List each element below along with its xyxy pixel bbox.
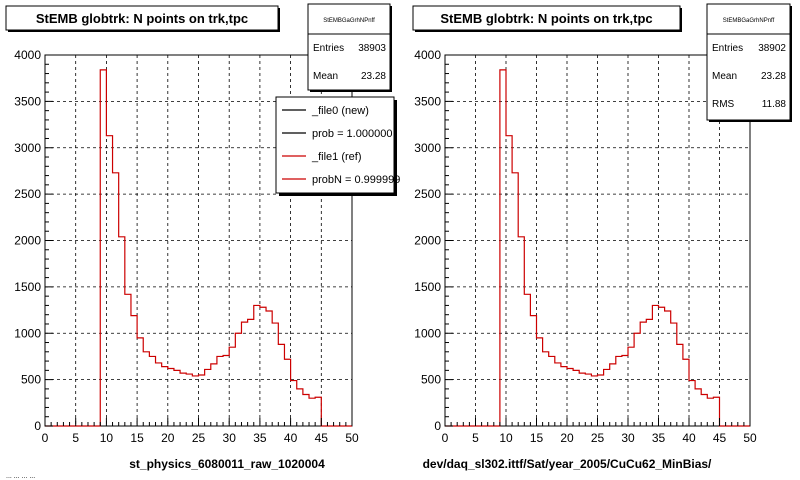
y-tick-label: 0 — [34, 419, 41, 433]
y-tick-label: 1500 — [414, 280, 441, 294]
legend-label: _file0 (new) — [311, 105, 369, 117]
x-tick-label: 15 — [530, 431, 544, 445]
x-tick-label: 0 — [42, 431, 49, 445]
x-axis-label: dev/daq_sl302.ittf/Sat/year_2005/CuCu62_… — [423, 457, 712, 471]
x-tick-label: 25 — [591, 431, 605, 445]
legend-label: probN = 0.999999 — [312, 174, 400, 186]
histogram-series-line — [445, 69, 750, 427]
chart-title: StEMB globtrk: N points on trk,tpc — [440, 11, 652, 26]
y-tick-label: 500 — [21, 373, 41, 387]
x-tick-label: 40 — [682, 431, 696, 445]
stats-name: StEMBGaGrhNPnff — [723, 18, 775, 24]
x-tick-label: 5 — [72, 431, 79, 445]
y-tick-label: 2000 — [414, 234, 441, 248]
x-tick-label: 30 — [223, 431, 237, 445]
x-axis-label: st_physics_6080011_raw_1020004 — [129, 457, 325, 471]
stats-label: Entries — [712, 43, 743, 54]
y-tick-label: 1000 — [14, 326, 41, 340]
y-axis: 0 500 1000 1500 2000 2500 3000 3500 4000 — [414, 48, 453, 433]
y-tick-label: 0 — [434, 419, 441, 433]
title-box — [412, 5, 681, 31]
y-tick-label: 3000 — [14, 141, 41, 155]
stats-label: Mean — [313, 71, 338, 82]
stats-name: StEMBGaGrhNPnff — [323, 18, 375, 24]
stats-value: 38903 — [358, 43, 386, 54]
stats-label: RMS — [712, 99, 735, 110]
y-tick-label: 2500 — [14, 187, 41, 201]
x-tick-label: 10 — [499, 431, 513, 445]
x-tick-label: 15 — [130, 431, 144, 445]
stats-value: 23.28 — [761, 71, 786, 82]
y-tick-label: 2500 — [414, 187, 441, 201]
x-tick-label: 50 — [345, 431, 359, 445]
x-tick-label: 50 — [743, 431, 757, 445]
legend-label: prob = 1.000000 — [312, 128, 392, 140]
x-tick-label: 45 — [315, 431, 329, 445]
x-tick-label: 45 — [713, 431, 727, 445]
left-histogram-panel: 0 5 10 15 20 25 30 35 40 45 5005001000150020002500… — [5, 3, 400, 471]
y-tick-label: 2000 — [14, 234, 41, 248]
legend: _file0 (new) prob = 1.000000 _file1 (ref) p… — [275, 96, 400, 196]
y-tick-label: 1500 — [14, 280, 41, 294]
legend-box — [275, 96, 395, 194]
title-box — [5, 5, 279, 31]
stats-label: Entries — [313, 43, 344, 54]
y-tick-label: 4000 — [414, 48, 441, 62]
right-histogram-panel: 0 5 10 15 20 25 30 35 40 45 5005001000150020002500… — [412, 3, 792, 471]
x-axis: 0 5 10 15 20 25 30 35 40 45 50 — [442, 418, 757, 445]
x-tick-label: 20 — [161, 431, 175, 445]
x-tick-label: 20 — [560, 431, 574, 445]
stats-value: 23.28 — [361, 71, 386, 82]
y-tick-label: 4000 — [14, 48, 41, 62]
x-tick-label: 35 — [652, 431, 666, 445]
x-tick-label: 5 — [472, 431, 479, 445]
y-tick-label: 1000 — [414, 326, 441, 340]
x-tick-label: 35 — [253, 431, 267, 445]
y-tick-label: 3000 — [414, 141, 441, 155]
x-axis: 0 5 10 15 20 25 30 35 40 45 50 — [42, 418, 359, 445]
x-tick-label: 40 — [284, 431, 298, 445]
stats-box — [706, 3, 791, 121]
x-tick-label: 10 — [100, 431, 114, 445]
stats-value: 11.88 — [762, 99, 787, 110]
stats-box — [307, 3, 391, 91]
chart-title: StEMB globtrk: N points on trk,tpc — [36, 11, 248, 26]
stats-label: Mean — [712, 71, 737, 82]
y-axis: 0 500 1000 1500 2000 2500 3000 3500 4000 — [14, 48, 53, 433]
histogram-series-line — [45, 69, 352, 427]
x-tick-label: 0 — [442, 431, 449, 445]
y-tick-label: 3500 — [414, 94, 441, 108]
y-tick-label: 3500 — [14, 94, 41, 108]
legend-label: _file1 (ref) — [311, 151, 362, 163]
y-tick-label: 500 — [421, 373, 441, 387]
footer-timestamp: ... ... ... ... — [6, 473, 35, 480]
stats-value: 38902 — [758, 43, 786, 54]
x-tick-label: 25 — [192, 431, 206, 445]
x-tick-label: 30 — [621, 431, 635, 445]
